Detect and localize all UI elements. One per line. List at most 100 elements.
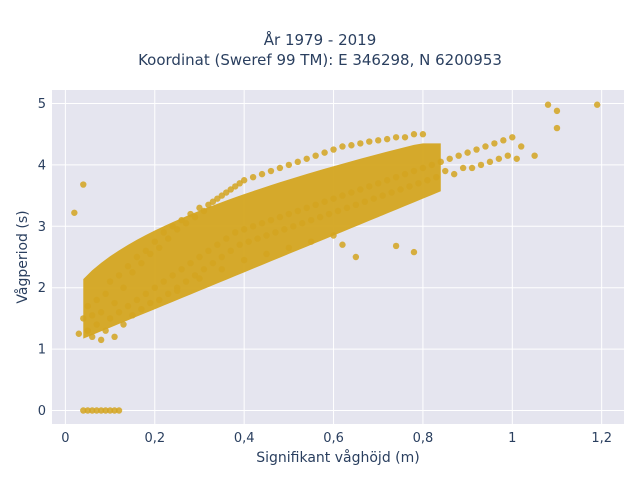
- data-point: [97, 336, 105, 344]
- data-point: [415, 180, 422, 187]
- data-point: [410, 248, 418, 256]
- data-point: [236, 180, 243, 187]
- data-point: [267, 216, 275, 224]
- data-point: [491, 140, 498, 147]
- data-point: [334, 207, 342, 215]
- data-point: [160, 278, 167, 285]
- data-point: [214, 241, 221, 248]
- data-point: [303, 155, 310, 162]
- grid-lines: [52, 90, 624, 424]
- data-point: [173, 226, 181, 233]
- data-point: [178, 266, 185, 273]
- data-point: [80, 407, 87, 414]
- chart-title-line2: Koordinat (Sweref 99 TM): E 346298, N 62…: [138, 51, 502, 69]
- data-point: [209, 259, 217, 267]
- data-point: [75, 330, 83, 337]
- data-point: [290, 223, 297, 230]
- data-point: [504, 152, 512, 159]
- data-point: [111, 407, 118, 414]
- data-point: [392, 134, 400, 141]
- y-tick-label: 4: [38, 158, 46, 173]
- data-point: [379, 192, 386, 199]
- data-point: [218, 266, 226, 273]
- data-point: [97, 309, 105, 316]
- data-point: [227, 186, 234, 193]
- data-point: [272, 229, 279, 236]
- data-point: [169, 272, 176, 279]
- data-point: [419, 164, 427, 172]
- data-point: [312, 201, 319, 209]
- data-point: [375, 180, 382, 187]
- data-point: [89, 333, 96, 341]
- data-point: [553, 107, 561, 115]
- y-axis-ticks: 0 1 2 3 4 5: [38, 97, 46, 419]
- data-point: [339, 241, 346, 248]
- data-point: [330, 146, 337, 153]
- data-point: [401, 170, 409, 178]
- data-point: [254, 235, 261, 242]
- data-point: [410, 167, 418, 175]
- data-point: [227, 247, 234, 255]
- data-point: [209, 198, 217, 205]
- data-point: [147, 250, 154, 258]
- data-point: [518, 143, 525, 150]
- data-point: [281, 226, 288, 233]
- data-point: [348, 142, 355, 149]
- data-point: [147, 299, 154, 307]
- data-point: [285, 210, 293, 218]
- data-point: [106, 407, 114, 414]
- data-point: [111, 333, 118, 341]
- data-point: [316, 213, 324, 221]
- data-point: [531, 152, 538, 159]
- y-tick-label: 0: [38, 404, 46, 419]
- data-point: [428, 161, 436, 169]
- data-point: [124, 263, 132, 270]
- data-point: [285, 244, 293, 251]
- data-point: [102, 407, 109, 414]
- data-point: [459, 164, 467, 172]
- x-axis-ticks: 0 0,2 0,4 0,6 0,8 1 1,2: [61, 431, 612, 446]
- data-point: [138, 259, 145, 267]
- data-point: [97, 407, 105, 414]
- data-point: [196, 275, 203, 282]
- data-point: [370, 195, 377, 202]
- data-point: [437, 158, 444, 166]
- data-point: [124, 302, 132, 310]
- data-point: [307, 238, 315, 245]
- data-point: [410, 131, 418, 138]
- data-point: [249, 223, 257, 230]
- data-point: [106, 278, 114, 285]
- data-point: [240, 256, 248, 264]
- data-point: [267, 167, 275, 175]
- data-point: [84, 302, 91, 310]
- data-point: [509, 134, 516, 141]
- data-point: [240, 177, 248, 184]
- data-point: [477, 161, 485, 169]
- data-point: [200, 266, 208, 273]
- data-point: [406, 183, 413, 190]
- data-point: [357, 186, 364, 193]
- data-point: [375, 137, 382, 144]
- x-tick-label: 0,8: [413, 431, 434, 446]
- data-point: [133, 253, 141, 261]
- data-point: [258, 170, 266, 178]
- data-point: [214, 195, 221, 202]
- data-point: [106, 315, 114, 322]
- data-point: [303, 204, 310, 212]
- data-point: [553, 124, 561, 132]
- data-point: [348, 189, 355, 196]
- chart-title-line1: År 1979 - 2019: [263, 31, 377, 49]
- data-point: [307, 216, 315, 224]
- data-point: [312, 152, 319, 159]
- data-point: [205, 247, 212, 255]
- data-point: [160, 229, 167, 236]
- data-point: [446, 155, 453, 162]
- data-point: [263, 232, 270, 239]
- data-point: [93, 407, 100, 414]
- data-point: [93, 296, 100, 304]
- data-point: [392, 242, 400, 250]
- data-point: [218, 253, 226, 261]
- x-tick-label: 0,6: [323, 431, 344, 446]
- data-point: [151, 238, 158, 245]
- data-point: [218, 192, 226, 199]
